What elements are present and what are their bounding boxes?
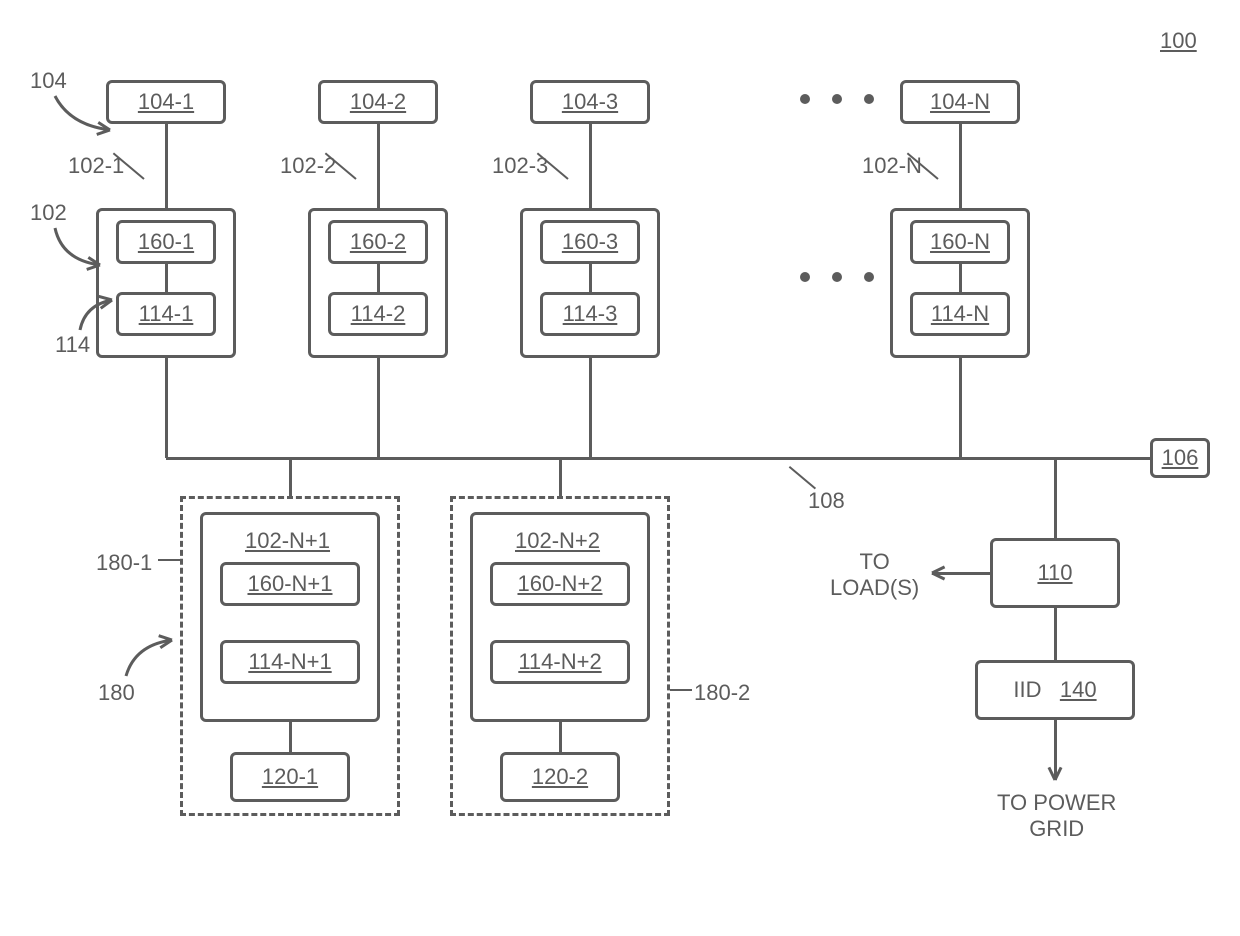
arrow-to-loads <box>0 0 1240 936</box>
label-to-loads: TO LOAD(S) <box>830 549 919 601</box>
diagram-canvas: 100104-1102-1160-1114-1104-2102-2160-211… <box>0 0 1240 936</box>
